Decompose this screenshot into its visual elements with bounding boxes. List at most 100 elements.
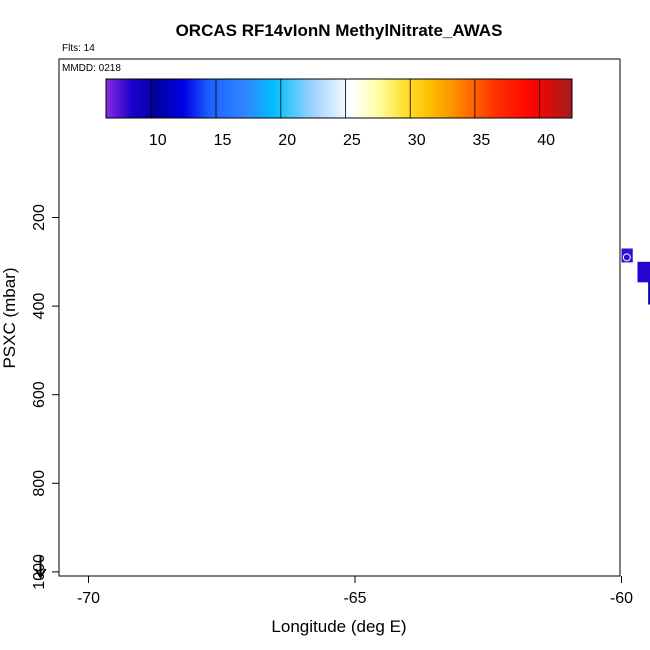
heatmap-layer [621, 248, 650, 305]
colorbar-swatch [370, 79, 373, 118]
colorbar-swatch [248, 79, 251, 118]
colorbar-swatch [314, 79, 317, 118]
colorbar-swatch [424, 79, 427, 118]
colorbar-swatch [196, 79, 199, 118]
colorbar-swatch [250, 79, 253, 118]
colorbar-swatch [436, 79, 439, 118]
colorbar-swatch [448, 79, 451, 118]
colorbar-swatch [342, 79, 345, 118]
colorbar-swatch [532, 79, 535, 118]
colorbar-swatch [164, 79, 167, 118]
colorbar-swatch [540, 79, 543, 118]
colorbar-swatch [218, 79, 221, 118]
colorbar: 10 15 20 25 30 35 40 [105, 78, 573, 149]
colorbar-swatch [564, 79, 567, 118]
colorbar-swatch [304, 79, 307, 118]
colorbar-swatch [382, 79, 385, 118]
colorbar-swatch [298, 79, 301, 118]
colorbar-swatch [398, 79, 401, 118]
colorbar-swatch [492, 79, 495, 118]
colorbar-swatch [140, 79, 143, 118]
colorbar-swatch [152, 79, 155, 118]
colorbar-swatch [280, 79, 283, 118]
colorbar-swatch [426, 79, 429, 118]
colorbar-swatch [322, 79, 325, 118]
colorbar-swatch [112, 79, 115, 118]
colorbar-swatch [272, 79, 275, 118]
y-axis-label: PSXC (mbar) [0, 267, 19, 368]
colorbar-swatch [228, 79, 231, 118]
colorbar-swatch [320, 79, 323, 118]
sample-points [622, 253, 631, 262]
colorbar-tick-label: 25 [343, 132, 361, 149]
colorbar-swatch [186, 79, 189, 118]
colorbar-swatch [276, 79, 279, 118]
colorbar-swatch [570, 79, 573, 118]
colorbar-swatch [470, 79, 473, 118]
colorbar-swatch [460, 79, 463, 118]
colorbar-swatch [232, 79, 235, 118]
colorbar-swatch [466, 79, 469, 118]
colorbar-swatch [244, 79, 247, 118]
colorbar-swatch [356, 79, 359, 118]
chart-title: ORCAS RF14vIonN MethylNitrate_AWAS [176, 21, 503, 40]
colorbar-swatch [240, 79, 243, 118]
colorbar-swatch [390, 79, 393, 118]
colorbar-swatch [514, 79, 517, 118]
colorbar-swatch [158, 79, 161, 118]
colorbar-swatch [316, 79, 319, 118]
colorbar-swatch [568, 79, 571, 118]
colorbar-swatch [508, 79, 511, 118]
colorbar-swatch [414, 79, 417, 118]
colorbar-swatch [278, 79, 281, 118]
colorbar-swatch [384, 79, 387, 118]
colorbar-swatch [458, 79, 461, 118]
colorbar-swatch [234, 79, 237, 118]
colorbar-swatch [310, 79, 313, 118]
colorbar-swatch [126, 79, 129, 118]
colorbar-swatch [372, 79, 375, 118]
colorbar-swatch [246, 79, 249, 118]
colorbar-swatch [528, 79, 531, 118]
colorbar-swatch [446, 79, 449, 118]
colorbar-swatch [294, 79, 297, 118]
colorbar-swatch [270, 79, 273, 118]
colorbar-swatch [110, 79, 113, 118]
colorbar-swatch [504, 79, 507, 118]
colorbar-swatch [486, 79, 489, 118]
colorbar-swatch [198, 79, 201, 118]
colorbar-swatch [340, 79, 343, 118]
colorbar-swatch [520, 79, 523, 118]
flights-label: Flts: 14 [62, 43, 95, 54]
colorbar-swatch [480, 79, 483, 118]
colorbar-swatch [516, 79, 519, 118]
colorbar-swatch [428, 79, 431, 118]
colorbar-swatch [160, 79, 163, 118]
colorbar-swatch [418, 79, 421, 118]
colorbar-swatch [500, 79, 503, 118]
colorbar-swatch [324, 79, 327, 118]
colorbar-swatch [396, 79, 399, 118]
colorbar-swatch [268, 79, 271, 118]
colorbar-swatch [136, 79, 139, 118]
x-tick-label: -70 [77, 590, 100, 607]
colorbar-swatch [362, 79, 365, 118]
colorbar-swatch [412, 79, 415, 118]
colorbar-swatch [242, 79, 245, 118]
colorbar-swatch [224, 79, 227, 118]
colorbar-swatch [512, 79, 515, 118]
colorbar-swatch [462, 79, 465, 118]
colorbar-swatch [522, 79, 525, 118]
colorbar-swatch [208, 79, 211, 118]
colorbar-swatch [402, 79, 405, 118]
colorbar-swatch [174, 79, 177, 118]
colorbar-swatch [472, 79, 475, 118]
y-tick-label: 200 [31, 204, 48, 231]
colorbar-swatch [260, 79, 263, 118]
colorbar-swatch [556, 79, 559, 118]
colorbar-swatch [404, 79, 407, 118]
colorbar-swatch [274, 79, 277, 118]
heatmap-cell [648, 281, 650, 305]
colorbar-swatch [338, 79, 341, 118]
colorbar-swatch [452, 79, 455, 118]
